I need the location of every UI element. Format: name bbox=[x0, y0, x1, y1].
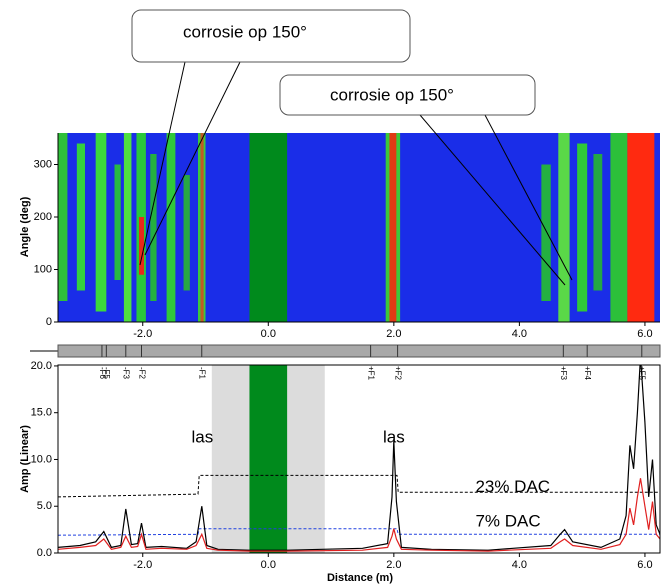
plot-background bbox=[58, 365, 660, 553]
y-tick-label: 5.0 bbox=[37, 500, 52, 512]
y-tick-label: 0 bbox=[46, 316, 52, 328]
heatmap-cell bbox=[114, 164, 121, 280]
x-tick-label: 2.0 bbox=[386, 328, 401, 340]
feature-label: -F3 bbox=[122, 367, 131, 380]
heatmap-cell bbox=[610, 133, 628, 322]
callout-leaders bbox=[139, 61, 573, 286]
heatmap-cell bbox=[123, 133, 132, 322]
heatmap-cell bbox=[558, 133, 570, 322]
x-tick-label: 2.0 bbox=[386, 559, 401, 571]
x-tick-label: 4.0 bbox=[512, 559, 527, 571]
heatmap-cell bbox=[249, 133, 288, 322]
feature-label: +F2 bbox=[393, 366, 402, 381]
feature-label: +F5 bbox=[638, 366, 647, 381]
y-tick-label: 20.0 bbox=[31, 360, 52, 372]
band bbox=[249, 365, 288, 553]
heatmap: 0 100 200 300 -2.0 0.0 2.0 4.0 6.0 bbox=[34, 133, 660, 340]
heatmap-cell bbox=[166, 133, 176, 322]
pipe bbox=[57, 344, 661, 358]
y-tick-label: 15.0 bbox=[31, 407, 52, 419]
x-tick-label: 0.0 bbox=[261, 328, 276, 340]
plot-annotation: las bbox=[383, 427, 405, 446]
callout-box bbox=[279, 74, 536, 116]
x-axis-label: Distance (m) bbox=[327, 572, 393, 584]
feature-label: -F2 bbox=[137, 367, 146, 380]
heatmap-cell bbox=[183, 175, 190, 291]
feature-label: -F1 bbox=[198, 367, 207, 380]
callout-text: corrosie op 150° bbox=[330, 85, 454, 104]
x-tick-label: -2.0 bbox=[133, 328, 152, 340]
heatmap-cell bbox=[541, 164, 551, 301]
y-tick-label: 200 bbox=[34, 211, 52, 223]
heatmap-cell bbox=[593, 154, 603, 291]
y-axis-label: Angle (deg) bbox=[19, 196, 31, 257]
x-tick-label: 6.0 bbox=[637, 559, 652, 571]
callout-box bbox=[131, 9, 411, 63]
x-tick-label: -2.0 bbox=[133, 559, 152, 571]
y-tick-label: 100 bbox=[34, 263, 52, 275]
x-tick-label: 6.0 bbox=[637, 328, 652, 340]
plot-annotation: 7% DAC bbox=[475, 512, 540, 531]
heatmap-cell bbox=[577, 143, 588, 312]
heatmap-cell bbox=[76, 143, 85, 291]
y-tick-label: 300 bbox=[34, 158, 52, 170]
heatmap-cell bbox=[389, 133, 397, 322]
amplitude-plot: -F6-F5 -F3 -F2 -F1 +F1 +F2 +F3 +F4 +F5 las las 23% … bbox=[31, 360, 661, 571]
feature-label: -F6 bbox=[98, 367, 107, 380]
heatmap-cell bbox=[58, 133, 68, 301]
feature-label: +F3 bbox=[559, 366, 568, 381]
series-line bbox=[58, 478, 660, 552]
feature-label: +F4 bbox=[583, 366, 592, 381]
series-line bbox=[58, 474, 660, 498]
heatmap-cell bbox=[200, 133, 204, 322]
heatmap-cell bbox=[627, 133, 655, 322]
callout-text: corrosie op 150° bbox=[183, 22, 307, 41]
plot-annotation: 23% DAC bbox=[475, 477, 550, 496]
heatmap-cell bbox=[150, 154, 157, 301]
y-axis-label: Amp (Linear) bbox=[19, 425, 31, 493]
feature-label: -F5 bbox=[102, 367, 111, 380]
series-line bbox=[58, 365, 660, 551]
series-line bbox=[58, 528, 660, 536]
heatmap-cell bbox=[95, 133, 107, 312]
plot-annotation: las bbox=[192, 427, 214, 446]
heatmap-cell bbox=[138, 217, 144, 275]
y-tick-label: 0.0 bbox=[37, 547, 52, 559]
y-tick-label: 10.0 bbox=[31, 453, 52, 465]
x-tick-label: 4.0 bbox=[512, 328, 527, 340]
x-tick-label: 0.0 bbox=[261, 559, 276, 571]
series-group bbox=[58, 365, 660, 552]
feature-label: +F1 bbox=[367, 366, 376, 381]
